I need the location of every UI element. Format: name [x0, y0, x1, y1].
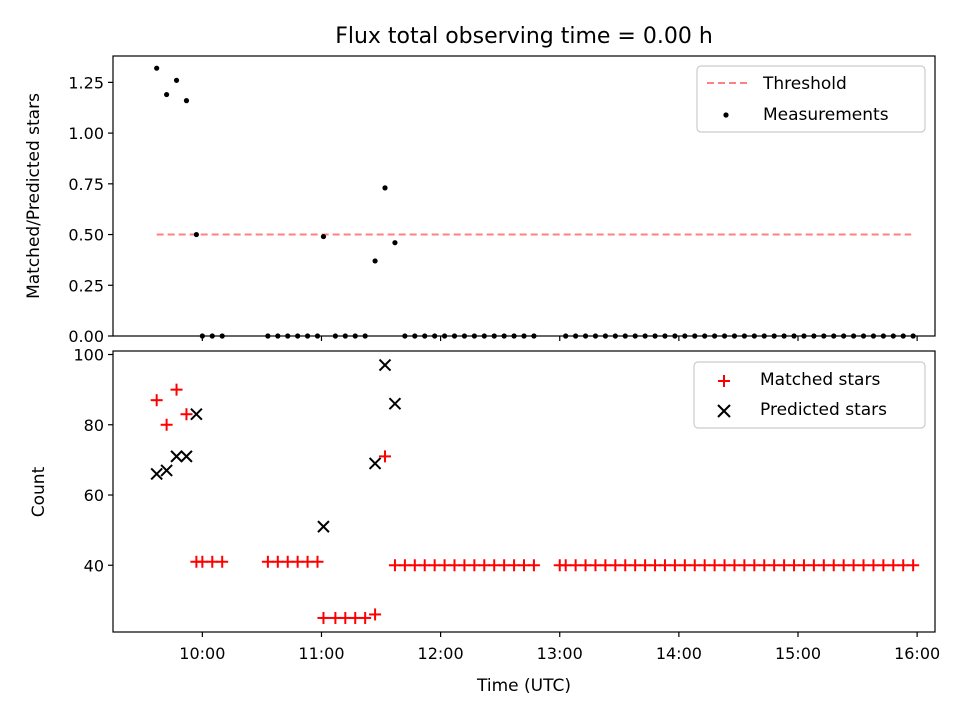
- predicted-star-point: [368, 457, 382, 470]
- measurement-point: [183, 98, 190, 104]
- predicted-star-point: [317, 520, 330, 533]
- predicted-star-point: [160, 464, 173, 477]
- matched-star-point: [180, 408, 193, 421]
- top-legend-box: [696, 65, 926, 133]
- measurement-point: [164, 91, 170, 98]
- top-y-tick-label: 0.00: [68, 327, 104, 346]
- bottom-x-tick-label: 16:00: [894, 644, 940, 663]
- legend-measurements-swatch: [723, 112, 729, 118]
- matched-star-point: [527, 559, 540, 572]
- legend-measurements-label: Measurements: [763, 105, 889, 125]
- measurement-point: [173, 77, 180, 83]
- matched-star-point: [359, 611, 372, 624]
- bottom-legend-box: [693, 361, 926, 429]
- bottom-x-tick-label: 15:00: [775, 644, 821, 663]
- legend-predicted-label: Predicted stars: [760, 400, 887, 420]
- bottom-legend: Matched stars Predicted stars: [693, 361, 926, 429]
- bottom-x-tick-label: 10:00: [179, 644, 225, 663]
- top-y-tick-label: 0.50: [68, 226, 104, 245]
- matched-star-point: [216, 555, 229, 568]
- measurement-point: [193, 231, 199, 238]
- predicted-star-point: [150, 467, 163, 481]
- top-chart-title: Flux total observing time = 0.00 h: [335, 24, 713, 49]
- bottom-x-tick-label: 11:00: [298, 644, 344, 663]
- bottom-y-tick-label: 60: [84, 486, 104, 505]
- top-plot-frame: [112, 55, 936, 337]
- bottom-x-tick-label: 14:00: [656, 644, 702, 663]
- bottom-plot-area: [150, 358, 920, 624]
- top-legend: Threshold Measurements: [696, 65, 926, 133]
- legend-matched-swatch: [718, 375, 730, 387]
- predicted-star-point: [180, 450, 193, 463]
- matched-star-point: [317, 611, 330, 624]
- measurement-point: [154, 65, 160, 71]
- top-y-axis-label: Matched/Predicted stars: [24, 93, 44, 299]
- legend-predicted-swatch: [717, 404, 731, 418]
- predicted-star-point: [170, 450, 183, 463]
- matched-star-point: [170, 383, 183, 396]
- bottom-x-ticks: 10:00 11:00 12:00 13:00 14:00 15:00 16:00: [179, 632, 940, 663]
- legend-threshold-label: Threshold: [762, 74, 847, 94]
- bottom-x-tick-label: 13:00: [537, 644, 583, 663]
- bottom-y-ticks: 40 60 80 100: [73, 346, 113, 575]
- top-y-tick-label: 1.00: [68, 124, 104, 143]
- matched-star-point: [379, 450, 392, 463]
- matched-star-point: [369, 608, 382, 621]
- top-y-tick-label: 0.25: [68, 276, 104, 295]
- matched-star-point: [907, 559, 920, 572]
- matched-star-point: [150, 394, 163, 407]
- predicted-star-point: [378, 358, 392, 372]
- bottom-y-tick-label: 100: [73, 346, 104, 365]
- measurement-point: [372, 258, 378, 264]
- top-y-tick-label: 1.25: [68, 73, 104, 92]
- top-y-tick-label: 0.75: [68, 175, 104, 194]
- top-y-ticks: 0.00 0.25 0.50 0.75 1.00 1.25: [68, 73, 113, 346]
- bottom-y-tick-label: 80: [84, 416, 104, 435]
- measurement-point: [392, 240, 398, 246]
- measurement-point: [320, 233, 327, 240]
- matched-star-point: [160, 418, 173, 431]
- matched-star-point: [311, 555, 324, 568]
- legend-matched-label: Matched stars: [760, 370, 880, 390]
- top-x-ticks: [201, 336, 918, 341]
- predicted-star-point: [388, 397, 402, 410]
- bottom-y-tick-label: 40: [84, 556, 104, 575]
- bottom-plot-frame: [112, 350, 936, 633]
- bottom-y-axis-label: Count: [29, 466, 49, 517]
- predicted-star-point: [190, 408, 203, 421]
- measurement-point: [382, 185, 388, 191]
- bottom-x-tick-label: 12:00: [418, 644, 464, 663]
- bottom-x-axis-label: Time (UTC): [476, 676, 571, 696]
